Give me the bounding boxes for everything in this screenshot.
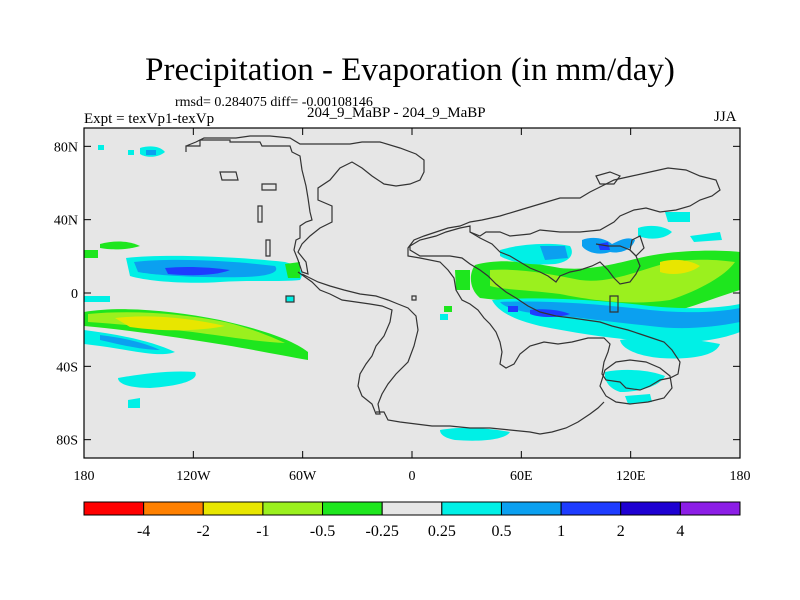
colorbar: -4 -2 -1 -0.5 -0.25 0.25 0.5 1 2 4: [83, 501, 741, 540]
colorbar-label: 1: [557, 523, 565, 540]
field-china-darkblue: [598, 242, 610, 250]
colorbar-swatch: [560, 501, 622, 516]
x-tick-label: 0: [409, 469, 416, 484]
x-tick-label: 180: [730, 469, 751, 484]
coastline-uk: [411, 295, 417, 301]
y-tick-label: 40S: [56, 360, 78, 375]
field-north-pacific-green-2: [84, 250, 98, 258]
field-indian-ocean-blue: [500, 301, 740, 329]
colorbar-swatch: [143, 501, 204, 516]
stats-text: rmsd= 0.284075 diff= -0.00108146: [175, 95, 373, 110]
colorbar-swatch: [202, 501, 264, 516]
field-north-pacific-cyan: [665, 212, 690, 222]
field-indian-ocean-darkblue: [530, 309, 570, 317]
colorbar-label: -0.5: [310, 523, 335, 540]
field-indian-ocean-darkblue-2: [508, 306, 518, 312]
field-south-pacific-cyan-3: [128, 398, 140, 408]
coastline-north-america: [185, 135, 425, 275]
field-china-cyan: [638, 225, 672, 239]
x-tick-label: 120W: [176, 469, 211, 484]
y-tick-label: 80S: [56, 434, 78, 449]
field-atlantic-cyan: [84, 296, 110, 302]
experiment-label: Expt = texVp1-texVp: [84, 111, 215, 127]
colorbar-swatch: [262, 501, 324, 516]
coastline-hudson: [265, 239, 271, 257]
coastline-south-america: [297, 271, 419, 415]
field-south-pacific-yellow: [115, 316, 225, 331]
field-greenland-cyan: [98, 145, 104, 150]
field-east-pacific-darkblue: [165, 266, 230, 276]
y-tick-label: 80N: [54, 140, 78, 155]
coastline-greenland: [219, 171, 239, 181]
x-tick-label: 120E: [616, 469, 646, 484]
colorbar-swatch: [381, 501, 443, 516]
colorbar-label: 0.25: [428, 523, 456, 540]
coastlines: [185, 135, 721, 435]
field-south-indian-cyan-3: [625, 394, 652, 404]
field-central-america-green: [285, 262, 300, 278]
coastline-india-arabia: [469, 231, 641, 285]
colorbar-swatch: [83, 501, 145, 516]
coastline-baffin: [257, 205, 263, 223]
field-west-pacific-yellow: [660, 259, 700, 274]
x-tick-label: 60W: [289, 469, 317, 484]
field-east-pacific-green: [100, 241, 140, 250]
field-arctic-blue: [146, 150, 156, 155]
season-label: JJA: [714, 109, 737, 125]
coastline-svalbard: [595, 171, 621, 185]
colorbar-swatch: [500, 501, 562, 516]
axis-ticks: 180 120W 60W 0 60E 120E 180 80N 40N 0 40S 80S: [54, 128, 751, 484]
field-north-pacific-cyan-2: [690, 232, 722, 242]
colorbar-label: -2: [197, 523, 210, 540]
chart-title: Precipitation - Evaporation (in mm/day): [145, 52, 675, 88]
coastline-iceland: [285, 295, 295, 303]
experiment-name: 204_9_MaBP - 204_9_MaBP: [307, 105, 486, 121]
coastline-antarctica: [376, 401, 605, 435]
y-tick-label: 40N: [54, 214, 78, 229]
y-tick-label: 0: [71, 287, 78, 302]
colorbar-label: 4: [676, 523, 684, 540]
field-africa-cyan: [440, 314, 448, 320]
colorbar-swatch: [322, 501, 383, 516]
field-arctic-cyan-2: [128, 150, 134, 155]
field-east-asia-blue: [540, 246, 568, 260]
field-arabia-green: [455, 270, 470, 290]
colorbar-label: -1: [256, 523, 269, 540]
colorbar-label: 2: [617, 523, 625, 540]
field-central-america-cyan: [286, 296, 294, 302]
coastline-eurasia-africa: [407, 167, 721, 391]
coastline-madagascar: [609, 295, 619, 313]
field-antarctic-cyan: [440, 427, 510, 441]
field-south-pacific-blue: [100, 335, 160, 350]
colorbar-swatch: [620, 501, 681, 516]
field-africa-green: [444, 306, 452, 312]
coastline-arctic-island: [261, 183, 277, 191]
anomaly-fields: [84, 145, 740, 441]
colorbar-label: 0.5: [491, 523, 511, 540]
coastline-australia: [599, 359, 673, 405]
colorbar-label: -4: [137, 523, 150, 540]
x-tick-label: 60E: [510, 469, 533, 484]
colorbar-label: -0.25: [366, 523, 399, 540]
colorbar-swatch: [679, 501, 741, 516]
colorbar-swatch: [441, 501, 502, 516]
field-south-pacific-cyan-2: [118, 371, 196, 388]
coastline-japan: [629, 235, 645, 257]
x-tick-label: 180: [74, 469, 95, 484]
